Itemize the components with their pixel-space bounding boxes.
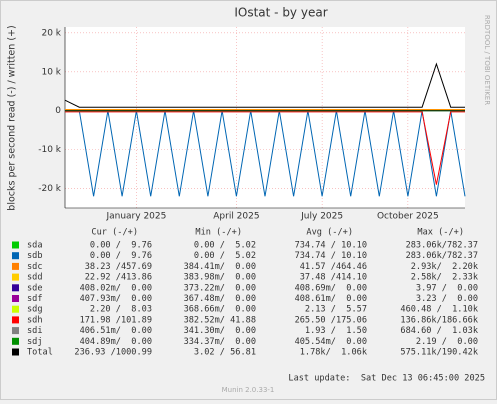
column-header: Min (-/+) [195, 228, 242, 238]
legend-stat: 384.41m/ 0.00 [184, 262, 256, 272]
legend-label: Total [27, 348, 53, 358]
legend-stat: 2.20 / 8.03 [90, 305, 152, 315]
legend-stat: 2.93k/ 2.20k [411, 262, 479, 272]
series-line [65, 111, 465, 185]
legend-stat: 408.61m/ 0.00 [295, 294, 367, 304]
legend-stat: 0.00 / 9.76 [90, 241, 152, 251]
legend-stat: 2.58k/ 2.33k [411, 273, 479, 283]
column-header: Avg (-/+) [306, 228, 353, 238]
legend-stat: 0.00 / 9.76 [90, 251, 152, 261]
legend-label: sde [27, 283, 43, 293]
legend-stat: 3.23 / 0.00 [416, 294, 478, 304]
legend-stat: 373.22m/ 0.00 [184, 283, 256, 293]
legend-stat: 460.48 / 1.10k [400, 305, 478, 315]
y-axis-label: blocks per second read (-) / written (+) [7, 25, 18, 210]
legend-stat: 22.92 /413.86 [85, 273, 152, 283]
legend-swatch [12, 241, 19, 249]
legend-stat: 171.98 /101.89 [80, 315, 152, 325]
footer: Last update: Sat Dec 13 06:45:00 2025 [288, 374, 485, 384]
series-line [65, 110, 466, 197]
legend-stat: 38.23 /457.69 [85, 262, 152, 272]
legend-label: sdb [27, 251, 43, 261]
legend-stat: 407.93m/ 0.00 [80, 294, 152, 304]
legend-label: sdg [27, 305, 43, 315]
legend-swatch [12, 284, 19, 292]
legend-stat: 0.00 / 5.02 [194, 241, 256, 251]
x-tick-label: January 2025 [105, 212, 166, 222]
legend-swatch [12, 327, 19, 335]
legend-stat: 2.19 / 0.00 [416, 337, 478, 347]
legend-stat: 408.69m/ 0.00 [295, 283, 367, 293]
x-tick-label: October 2025 [377, 212, 439, 222]
column-header: Max (-/+) [417, 228, 464, 238]
legend-stat: 283.06k/782.37 [406, 241, 478, 251]
chart-title: IOstat - by year [234, 6, 327, 20]
legend-stat: 41.57 /464.46 [300, 262, 367, 272]
legend-stat: 734.74 / 10.10 [295, 241, 367, 251]
legend-label: sdd [27, 273, 43, 283]
legend-label: sdc [27, 262, 43, 272]
x-tick-label: July 2025 [300, 212, 343, 222]
legend-swatch [12, 316, 19, 324]
y-tick-label: 20 k [41, 28, 61, 38]
version: Munin 2.0.33-1 [222, 386, 275, 394]
legend-stat: 265.50 /175.06 [295, 315, 367, 325]
legend-stat: 236.93 /1000.99 [74, 348, 152, 358]
legend-stat: 2.13 / 5.57 [305, 305, 367, 315]
legend-stat: 382.52m/ 41.88 [184, 315, 256, 325]
y-tick-label: -10 k [38, 145, 62, 155]
legend-label: sdh [27, 315, 43, 325]
legend-stat: 3.97 / 0.00 [416, 283, 478, 293]
side-text: RRDTOOL / TOBI OETIKER [483, 15, 491, 105]
legend-stat: 684.60 / 1.03k [400, 326, 478, 336]
legend-swatch [12, 273, 19, 281]
legend-swatch [12, 348, 19, 356]
legend-stat: 575.11k/190.42k [400, 348, 478, 358]
legend-label: sdf [27, 294, 43, 304]
legend-stat: 734.74 / 10.10 [295, 251, 367, 261]
legend-stat: 405.54m/ 0.00 [295, 337, 367, 347]
legend-swatch [12, 262, 19, 270]
legend-swatch [12, 295, 19, 302]
y-tick-label: 0 [55, 106, 61, 116]
legend-stat: 0.00 / 5.02 [194, 251, 256, 261]
plot-area [65, 27, 465, 208]
legend-stat: 341.30m/ 0.00 [184, 326, 256, 336]
legend-label: sdj [27, 337, 43, 347]
legend-label: sda [27, 241, 43, 251]
series-line [64, 62, 465, 108]
legend-stat: 383.98m/ 0.00 [184, 273, 256, 283]
y-tick-label: 10 k [41, 67, 61, 77]
x-tick-label: April 2025 [213, 212, 259, 222]
legend-stat: 404.89m/ 0.00 [80, 337, 152, 347]
legend-stat: 368.66m/ 0.00 [184, 305, 256, 315]
legend-stat: 136.86k/186.66k [400, 315, 478, 325]
legend-swatch [12, 337, 19, 345]
legend-stat: 408.02m/ 0.00 [80, 283, 152, 293]
legend-label: sdi [27, 326, 43, 336]
legend-stat: 1.93 / 1.50 [305, 326, 367, 336]
legend-swatch [12, 305, 19, 313]
legend-stat: 283.06k/782.37 [406, 251, 478, 261]
legend-stat: 3.02 / 56.81 [194, 348, 256, 358]
legend-stat: 367.48m/ 0.00 [184, 294, 256, 304]
legend-stat: 334.37m/ 0.00 [184, 337, 256, 347]
y-tick-label: -20 k [38, 184, 62, 194]
column-header: Cur (-/+) [91, 228, 138, 238]
legend-swatch [12, 252, 19, 260]
legend-stat: 1.78k/ 1.06k [300, 348, 368, 358]
legend-stat: 37.48 /414.10 [300, 273, 367, 283]
legend-stat: 406.51m/ 0.00 [80, 326, 152, 336]
